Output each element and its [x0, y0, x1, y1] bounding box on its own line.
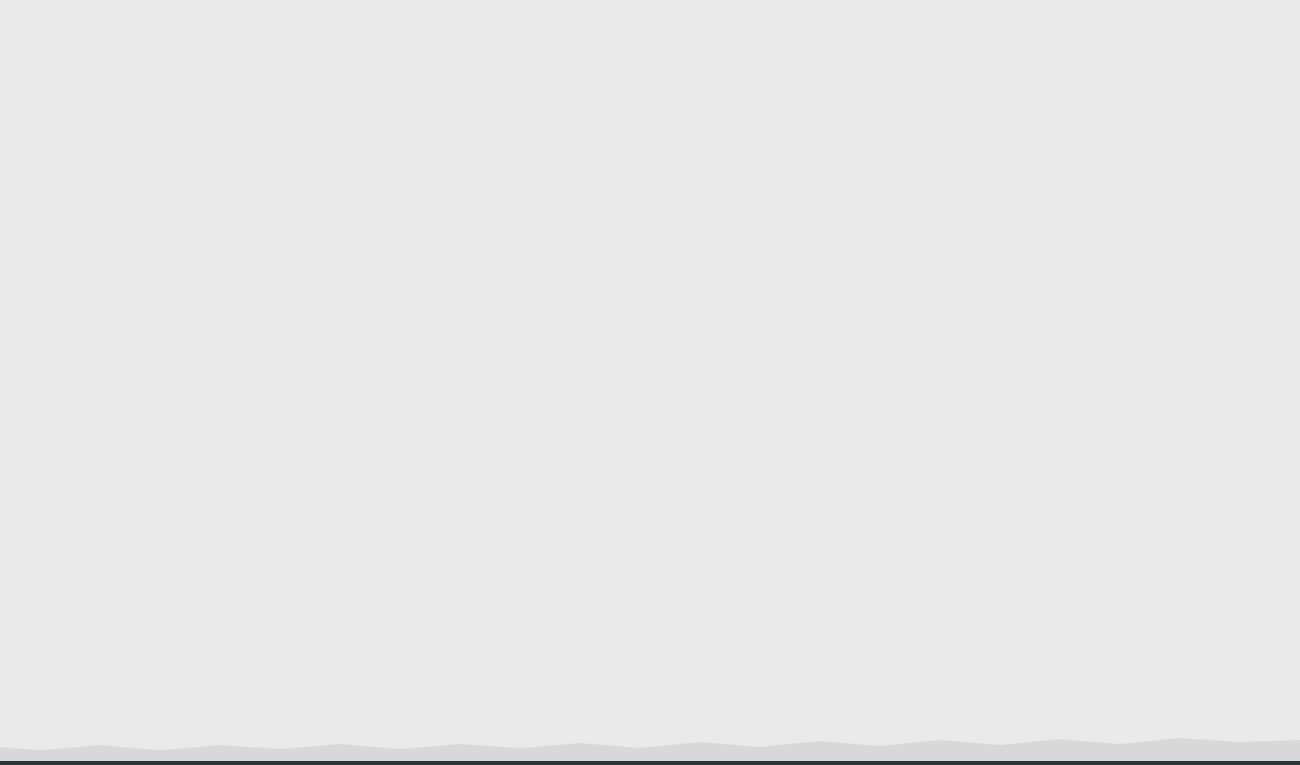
paper-edge [0, 738, 1300, 761]
chart-paper: 0100200300400500600700800198019851990199… [0, 0, 1300, 761]
